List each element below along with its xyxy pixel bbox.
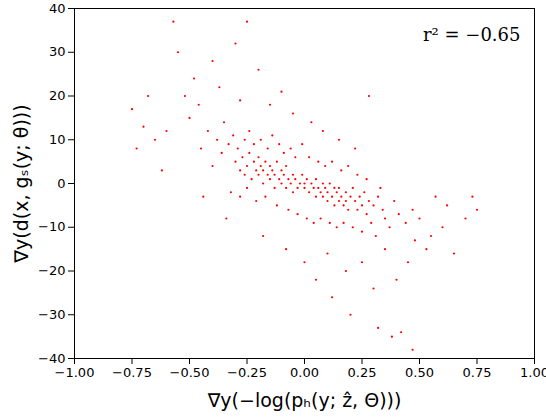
svg-text:−0.50: −0.50	[170, 365, 210, 380]
svg-text:20: 20	[49, 88, 66, 103]
svg-text:−0.75: −0.75	[112, 365, 152, 380]
svg-text:40: 40	[49, 1, 66, 16]
svg-text:0.25: 0.25	[348, 365, 377, 380]
svg-text:∇y(d(x, gₛ(y; θ))): ∇y(d(x, gₛ(y; θ)))	[10, 104, 32, 263]
svg-text:0.00: 0.00	[290, 365, 319, 380]
svg-text:−10: −10	[38, 219, 65, 234]
svg-text:−30: −30	[38, 307, 65, 322]
svg-text:30: 30	[49, 44, 66, 59]
svg-text:∇y(−log(pₕ(y; ẑ, Θ))): ∇y(−log(pₕ(y; ẑ, Θ)))	[207, 389, 402, 411]
svg-text:0.50: 0.50	[405, 365, 434, 380]
svg-text:0.75: 0.75	[463, 365, 492, 380]
svg-text:−1.00: −1.00	[55, 365, 95, 380]
svg-text:0: 0	[57, 176, 65, 191]
svg-text:−20: −20	[38, 263, 65, 278]
svg-text:10: 10	[49, 132, 66, 147]
svg-text:r² = −0.65: r² = −0.65	[423, 24, 521, 45]
svg-text:−0.25: −0.25	[227, 365, 267, 380]
svg-text:−40: −40	[38, 351, 65, 366]
svg-text:1.00: 1.00	[520, 365, 546, 380]
